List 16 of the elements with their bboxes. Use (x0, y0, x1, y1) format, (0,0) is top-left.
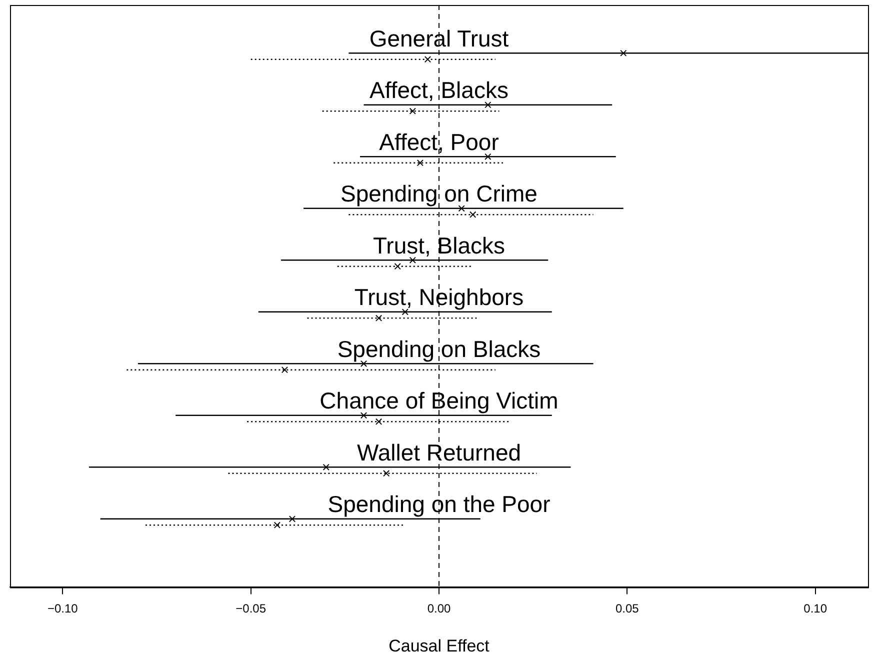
y-tick-label: Spending on the Poor (328, 491, 551, 518)
y-tick-label: Spending on Blacks (337, 336, 541, 362)
x-tick-label: −0.05 (236, 602, 266, 616)
y-tick-label: Affect, Poor (379, 128, 500, 155)
y-tick-label: Affect, Blacks (370, 77, 508, 104)
x-tick-label: 0.05 (615, 602, 640, 616)
y-tick-label: Trust, Blacks (372, 232, 506, 258)
x-tick-label: 0.10 (804, 602, 828, 616)
x-axis-title: Causal Effect (388, 636, 490, 656)
y-tick-label: Trust, Neighbors (354, 284, 524, 310)
y-tick-label: Chance of Being Victim (320, 388, 558, 414)
y-tick-label: Spending on Crime (340, 180, 538, 207)
y-tick-label: Wallet Returned (356, 439, 522, 466)
x-tick-label: 0.00 (427, 602, 451, 616)
x-tick-label: −0.10 (47, 602, 78, 616)
y-tick-label: General Trust (369, 25, 510, 52)
